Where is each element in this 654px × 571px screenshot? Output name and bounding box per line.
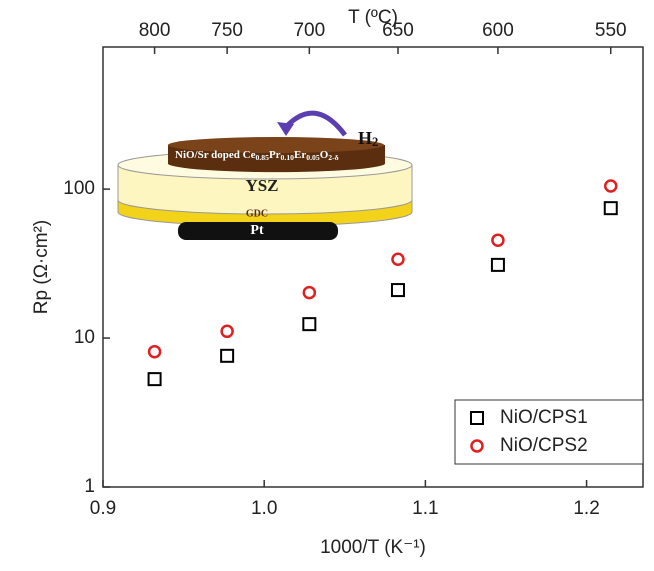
marker-circle [605,180,616,191]
subscript: 0.85 [255,153,269,162]
marker-circle [492,235,503,246]
marker-square [492,259,504,271]
legend-label: NiO/CPS2 [500,435,588,456]
interlayer-label: GDC [246,208,268,219]
gas-arrow [285,113,345,135]
marker-square [221,350,233,362]
marker-circle [222,326,233,337]
y-tick-label: 100 [63,178,95,199]
gas-arrowhead [277,122,294,136]
y-tick-label: 10 [74,327,95,348]
marker-circle [149,346,160,357]
y-axis-label: Rp (Ω·cm²) [31,220,52,314]
subscript: 0.10 [281,153,295,162]
text-part: NiO/Sr doped Ce [175,149,256,161]
marker-square [605,202,617,214]
x-tick-label: 1.1 [412,498,438,519]
x-tick-label: 1.0 [251,498,277,519]
x2-tick-label: 750 [211,20,243,41]
text-part: Pr [269,149,281,161]
subscript: 2-δ [328,153,338,162]
x2-tick-label: 800 [139,20,171,41]
x2-tick-label: 650 [382,20,414,41]
subscript: 0.05 [306,153,320,162]
marker-circle [392,254,403,265]
y-tick-label: 1 [84,476,95,497]
x2-tick-label: 550 [595,20,627,41]
x2-tick-label: 600 [482,20,514,41]
electrolyte-label: YSZ [245,176,278,195]
subscript: 2 [372,135,378,149]
gas-label: H2 [358,128,378,149]
x-axis-label: 1000/T (K⁻¹) [320,537,426,558]
marker-square [392,284,404,296]
text-part: H [358,128,372,148]
text-part: Er [294,149,306,161]
chart: 1000/T (K⁻¹) T (ºC) Rp (Ω·cm²) NiO/Sr do… [0,0,654,566]
marker-square [149,373,161,385]
x2-tick-label: 700 [293,20,325,41]
anode-label: Pt [250,223,264,238]
legend-label: NiO/CPS1 [500,407,588,428]
x-tick-label: 0.9 [90,498,116,519]
inset-diagram: NiO/Sr doped Ce0.85Pr0.10Er0.05O2-δ H2 Y… [118,113,412,240]
marker-circle [304,287,315,298]
marker-square [303,318,315,330]
x-tick-label: 1.2 [573,498,599,519]
